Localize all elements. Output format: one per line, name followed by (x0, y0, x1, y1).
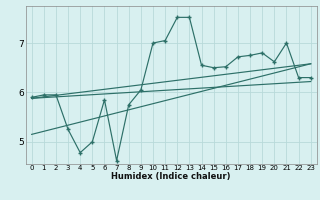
X-axis label: Humidex (Indice chaleur): Humidex (Indice chaleur) (111, 172, 231, 181)
